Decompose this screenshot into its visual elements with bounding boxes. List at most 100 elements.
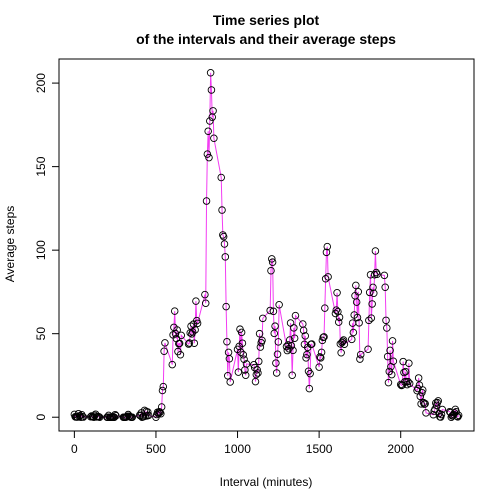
data-point (318, 336, 327, 345)
data-point (254, 357, 263, 366)
data-point (321, 274, 330, 283)
data-point (242, 360, 251, 368)
data-point (352, 298, 361, 306)
data-point (454, 413, 462, 421)
data-point (383, 352, 392, 361)
data-point (222, 302, 230, 311)
data-point (254, 369, 262, 377)
data-point (389, 357, 398, 366)
data-point (173, 326, 181, 334)
data-point (288, 371, 296, 380)
data-point (217, 173, 225, 182)
data-point (207, 86, 216, 94)
data-point (282, 342, 291, 351)
data-point (274, 338, 283, 346)
data-point (272, 359, 280, 367)
data-point (354, 288, 363, 296)
data-point (201, 299, 210, 308)
data-point (352, 281, 360, 290)
data-point (405, 379, 414, 388)
data-point (355, 319, 363, 327)
data-point (95, 413, 104, 421)
x-tick-label: 500 (146, 442, 166, 456)
data-point (219, 232, 228, 241)
data-point (290, 334, 299, 342)
data-point (290, 324, 298, 332)
x-tick-label: 2000 (387, 442, 414, 456)
data-point (234, 368, 243, 376)
chart-title: Time series plot (213, 12, 320, 28)
data-point (414, 374, 423, 382)
data-point (205, 153, 213, 162)
data-point (287, 341, 296, 350)
data-point (301, 332, 310, 340)
data-point (356, 355, 364, 363)
data-point (185, 339, 194, 347)
data-point (218, 206, 226, 214)
data-point (221, 253, 230, 261)
data-point (452, 407, 460, 416)
y-tick-label: 150 (34, 156, 48, 176)
x-axis-label: Interval (minutes) (220, 475, 313, 489)
data-point (271, 322, 279, 330)
data-point (239, 350, 247, 359)
y-tick-label: 0 (34, 414, 48, 421)
data-point (240, 355, 248, 363)
data-point (421, 399, 429, 408)
data-point (454, 411, 463, 420)
data-point (79, 413, 88, 421)
data-point (373, 270, 381, 278)
data-point (372, 268, 380, 277)
data-point (226, 378, 234, 386)
data-point (304, 367, 313, 376)
data-point (339, 336, 348, 344)
data-point (388, 337, 397, 345)
data-point (161, 339, 169, 347)
data-point (334, 318, 343, 326)
data-point (160, 347, 168, 355)
data-point (429, 410, 438, 419)
data-point (157, 403, 166, 411)
data-point (159, 382, 168, 391)
data-point (332, 306, 341, 314)
data-point (259, 314, 267, 323)
y-tick-label: 100 (34, 240, 48, 260)
data-point (284, 341, 292, 349)
data-point (176, 350, 185, 359)
data-point (386, 346, 394, 355)
data-point (453, 412, 461, 420)
data-point (365, 316, 373, 325)
data-point (317, 348, 326, 357)
data-point (275, 301, 283, 309)
data-point (286, 336, 294, 344)
data-point (238, 339, 247, 347)
data-point (190, 339, 199, 347)
data-point (302, 354, 310, 362)
data-point (193, 319, 202, 328)
data-point (223, 337, 231, 346)
data-point (225, 354, 234, 363)
data-point (438, 405, 447, 414)
chart-title: of the intervals and their average steps (136, 31, 396, 47)
data-point (269, 307, 278, 316)
data-point (170, 307, 179, 315)
data-point (308, 340, 316, 348)
data-point (253, 366, 261, 374)
data-point (188, 328, 197, 336)
data-point (219, 231, 227, 239)
data-point (337, 348, 345, 357)
data-point (75, 412, 84, 421)
data-point (250, 363, 259, 372)
y-tick-label: 200 (34, 73, 48, 93)
data-point (348, 335, 356, 344)
data-point (255, 329, 264, 338)
data-point (237, 328, 246, 337)
data-point (404, 377, 412, 386)
data-point (291, 311, 300, 320)
data-point (323, 242, 332, 251)
data-point (324, 273, 332, 281)
data-point (202, 197, 211, 205)
data-point (256, 343, 265, 351)
data-point (437, 410, 446, 419)
data-point (367, 314, 376, 322)
